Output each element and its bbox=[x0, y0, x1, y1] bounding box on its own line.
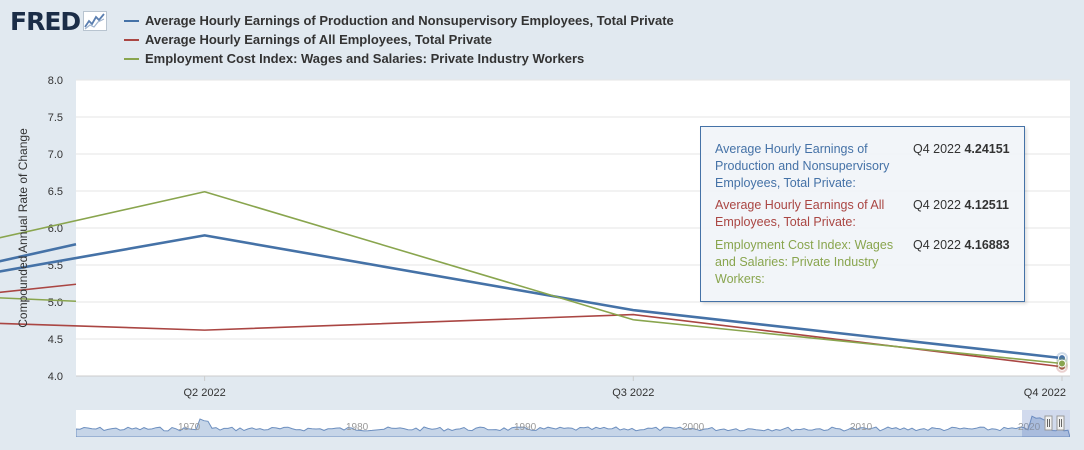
tooltip-number: 4.12511 bbox=[964, 198, 1009, 212]
navigator-year-label: 2010 bbox=[850, 422, 873, 433]
y-tick-label: 5.0 bbox=[48, 297, 63, 309]
hover-tooltip: Average Hourly Earnings of Production an… bbox=[700, 126, 1025, 302]
navigator-series: 1970 1980 1990 2000 2010 2020 bbox=[75, 410, 1071, 438]
tooltip-series-name: Average Hourly Earnings of All Employees… bbox=[715, 198, 885, 229]
navigator-labels: 1970 1980 1990 2000 2010 2020 bbox=[178, 422, 1041, 433]
y-tick-label: 4.5 bbox=[48, 334, 63, 346]
tooltip-value: Q4 2022 4.16883 bbox=[913, 237, 1023, 254]
navigator-handle-left[interactable] bbox=[1044, 415, 1053, 431]
y-axis-ticks: 4.04.55.05.56.06.57.07.58.0 bbox=[48, 75, 63, 383]
tooltip-series-name: Employment Cost Index: Wages and Salarie… bbox=[715, 238, 894, 286]
chart-legend: Average Hourly Earnings of Production an… bbox=[124, 11, 674, 68]
fred-logo[interactable]: FRED bbox=[10, 6, 108, 36]
y-tick-label: 8.0 bbox=[48, 75, 63, 87]
series-line bbox=[0, 283, 1063, 368]
logo-text: FRED bbox=[10, 6, 81, 36]
tooltip-value: Q4 2022 4.12511 bbox=[913, 197, 1023, 214]
navigator-year-label: 1980 bbox=[346, 422, 369, 433]
range-navigator[interactable]: 1970 1980 1990 2000 2010 2020 bbox=[75, 410, 1071, 438]
series-lines bbox=[0, 190, 1063, 368]
legend-item[interactable]: Average Hourly Earnings of All Employees… bbox=[124, 30, 674, 49]
legend-swatch-green bbox=[124, 57, 139, 60]
legend-item[interactable]: Average Hourly Earnings of Production an… bbox=[124, 11, 674, 30]
trend-line-icon bbox=[83, 11, 108, 31]
y-axis-label: Compounded Annual Rate of Change bbox=[16, 128, 30, 328]
navigator-handle-right[interactable] bbox=[1056, 415, 1065, 431]
navigator-year-label: 2020 bbox=[1018, 422, 1041, 433]
tooltip-series-name: Average Hourly Earnings of Production an… bbox=[715, 142, 890, 190]
navigator-year-label: 1970 bbox=[178, 422, 201, 433]
tooltip-number: 4.16883 bbox=[964, 238, 1010, 252]
tooltip-period: Q4 2022 bbox=[913, 198, 961, 212]
navigator-year-label: 1990 bbox=[514, 422, 537, 433]
legend-label: Average Hourly Earnings of Production an… bbox=[145, 13, 674, 28]
x-tick-label: Q2 2022 bbox=[184, 387, 226, 399]
y-tick-label: 7.5 bbox=[48, 112, 63, 124]
navigator-area bbox=[75, 415, 1071, 438]
x-tick-label: Q4 2022 bbox=[1024, 387, 1066, 399]
tooltip-period: Q4 2022 bbox=[913, 142, 961, 156]
legend-swatch-blue bbox=[124, 19, 139, 22]
tooltip-value: Q4 2022 4.24151 bbox=[913, 141, 1023, 158]
legend-swatch-red bbox=[124, 38, 139, 41]
x-tick-label: Q3 2022 bbox=[612, 387, 654, 399]
navigator-year-label: 2000 bbox=[682, 422, 705, 433]
legend-label: Average Hourly Earnings of All Employees… bbox=[145, 32, 493, 47]
hover-markers bbox=[1056, 352, 1068, 373]
y-tick-label: 7.0 bbox=[48, 149, 63, 161]
data-point bbox=[1058, 359, 1066, 368]
y-tick-label: 4.0 bbox=[48, 371, 63, 383]
legend-item[interactable]: Employment Cost Index: Wages and Salarie… bbox=[124, 49, 674, 68]
legend-label: Employment Cost Index: Wages and Salarie… bbox=[145, 51, 585, 66]
y-tick-label: 6.5 bbox=[48, 186, 63, 198]
tooltip-number: 4.24151 bbox=[964, 142, 1010, 156]
series-line bbox=[0, 190, 1063, 365]
tooltip-period: Q4 2022 bbox=[913, 238, 961, 252]
series-line bbox=[0, 234, 1063, 360]
